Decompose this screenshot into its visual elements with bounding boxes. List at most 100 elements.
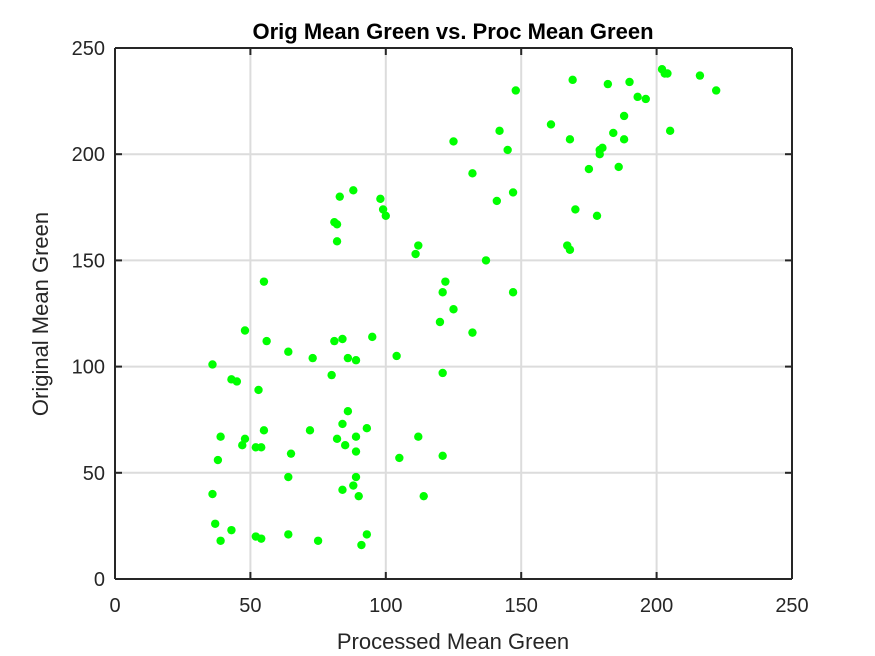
data-point — [603, 79, 613, 89]
data-point — [619, 135, 629, 144]
data-point — [213, 455, 223, 465]
data-point — [468, 169, 477, 178]
data-point — [414, 241, 423, 250]
plot-axes — [114, 47, 793, 580]
data-point — [492, 196, 502, 206]
data-point — [625, 77, 634, 87]
data-point — [284, 472, 293, 482]
y-tick-label: 150 — [72, 250, 105, 272]
data-points — [208, 65, 721, 550]
data-point — [313, 536, 323, 545]
data-point — [633, 92, 642, 102]
data-point — [343, 407, 353, 416]
data-point — [343, 353, 353, 363]
x-tick-label: 200 — [640, 595, 673, 617]
x-tick-label: 0 — [109, 595, 120, 617]
data-point — [392, 351, 401, 361]
data-point — [441, 277, 450, 286]
data-point — [711, 86, 721, 95]
data-point — [259, 277, 269, 286]
data-point — [495, 126, 504, 136]
data-point — [351, 447, 361, 456]
data-point — [663, 69, 672, 78]
data-point — [208, 360, 217, 369]
data-point — [286, 449, 296, 458]
data-point — [238, 440, 247, 450]
data-point — [609, 128, 618, 138]
data-point — [665, 126, 675, 136]
data-point — [210, 519, 220, 528]
y-tick-label: 0 — [94, 569, 105, 591]
data-point — [208, 489, 217, 499]
data-point — [357, 540, 366, 550]
data-point — [216, 432, 225, 441]
data-point — [254, 385, 263, 395]
data-point — [695, 71, 705, 80]
data-point — [232, 377, 242, 386]
data-point — [598, 143, 607, 153]
data-point — [438, 451, 447, 461]
data-point — [349, 186, 358, 195]
data-point — [435, 317, 445, 327]
grid-lines — [115, 48, 792, 579]
data-point — [641, 94, 650, 104]
data-point — [368, 332, 377, 342]
data-point — [351, 472, 361, 482]
x-tick-label: 150 — [505, 595, 538, 617]
data-point — [351, 432, 361, 441]
chart-title: Orig Mean Green vs. Proc Mean Green — [252, 19, 653, 44]
data-point — [378, 205, 388, 214]
data-point — [262, 336, 271, 346]
data-point — [227, 525, 236, 535]
data-point — [438, 368, 447, 378]
data-point — [411, 249, 420, 259]
data-point — [503, 145, 512, 155]
data-point — [508, 188, 518, 197]
data-point — [327, 370, 336, 380]
data-point — [332, 434, 342, 444]
y-tick-label: 250 — [72, 38, 105, 60]
data-point — [257, 534, 266, 543]
data-point — [481, 256, 491, 265]
data-point — [305, 426, 315, 435]
data-point — [354, 491, 363, 501]
data-point — [381, 211, 390, 220]
data-point — [362, 423, 372, 433]
data-point — [362, 530, 372, 539]
data-point — [565, 135, 575, 144]
data-point — [414, 432, 423, 441]
data-point — [449, 137, 458, 146]
data-point — [259, 426, 269, 435]
data-point — [584, 164, 594, 174]
y-axis-label: Original Mean Green — [28, 212, 53, 416]
x-tick-label: 100 — [369, 595, 402, 617]
x-axis-label: Processed Mean Green — [337, 629, 569, 654]
data-point — [438, 288, 447, 297]
data-point — [571, 205, 580, 214]
data-point — [308, 353, 317, 363]
data-point — [338, 419, 347, 429]
data-point — [240, 326, 250, 335]
data-point — [614, 162, 623, 172]
y-tick-label: 50 — [83, 463, 105, 485]
x-tick-label: 250 — [775, 595, 808, 617]
y-tick-label: 100 — [72, 357, 105, 379]
data-point — [340, 440, 350, 450]
data-point — [419, 491, 428, 501]
data-point — [468, 328, 477, 337]
y-tick-label: 200 — [72, 144, 105, 166]
data-point — [349, 481, 358, 490]
data-point — [216, 536, 225, 545]
data-point — [240, 434, 250, 444]
data-point — [376, 194, 385, 204]
data-point — [351, 356, 361, 365]
data-point — [546, 120, 556, 129]
y-tick-labels: 0 50 100 150 200 250 — [72, 38, 105, 591]
data-point — [565, 245, 575, 254]
data-point — [330, 336, 339, 346]
data-point — [568, 75, 577, 85]
data-point — [284, 347, 293, 356]
data-point — [338, 334, 347, 344]
data-point — [338, 485, 347, 494]
